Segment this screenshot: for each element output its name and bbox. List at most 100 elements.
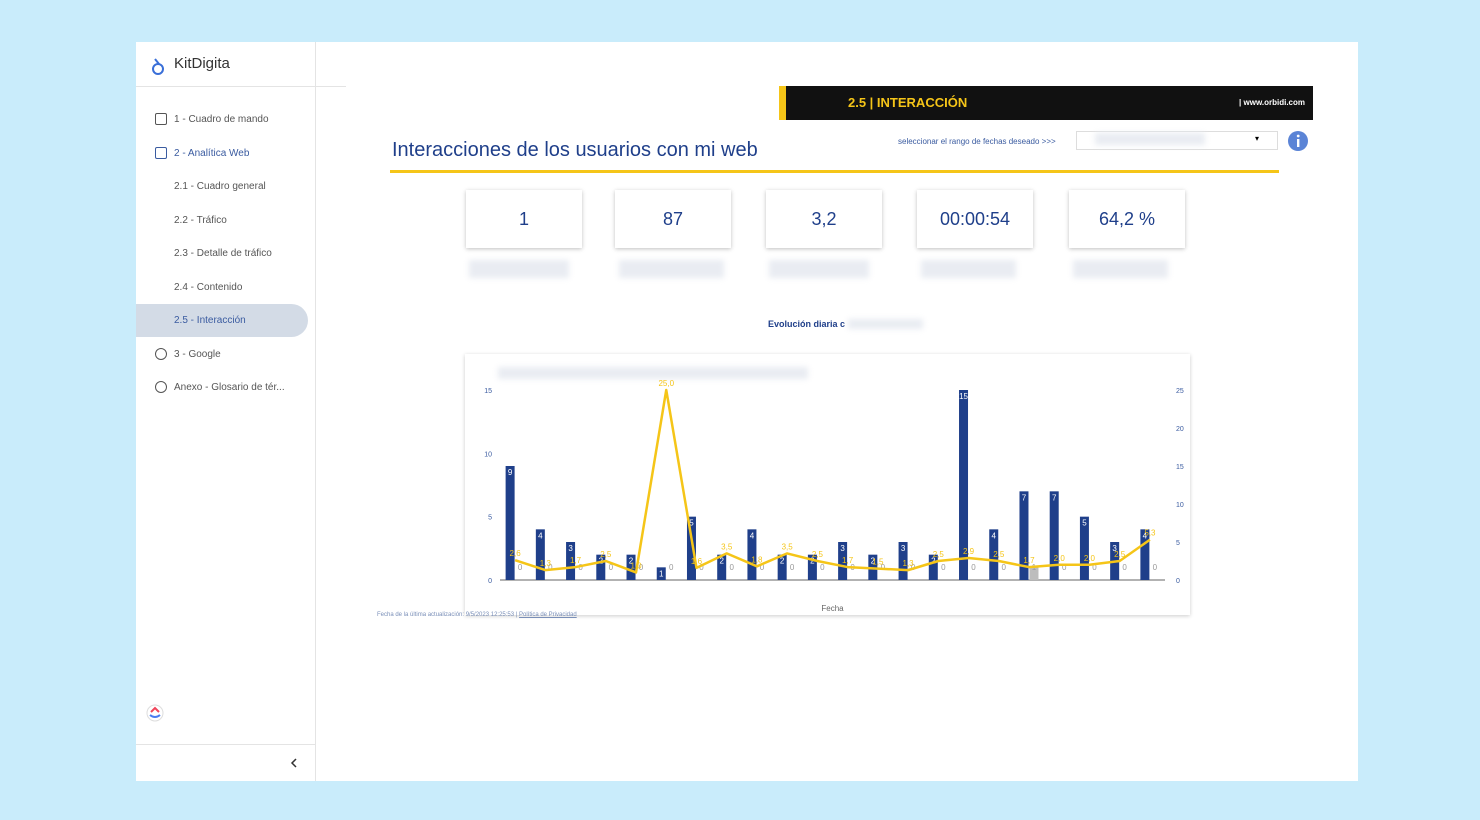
icon (155, 113, 167, 125)
kpi-value: 1 (518, 209, 529, 229)
nav-item[interactable]: 2.1 - Cuadro general (136, 170, 308, 203)
nav-label: 3 - Google (174, 349, 221, 360)
line-value-label: 1,5 (872, 558, 884, 567)
info-button[interactable] (1287, 130, 1309, 152)
bar-value-label: 2 (871, 557, 876, 566)
line-value-label: 2,0 (1054, 554, 1066, 563)
bar-value-label: 0 (1153, 563, 1158, 572)
bar-value-label: 5 (1082, 519, 1087, 528)
bar-value-label: 2 (629, 557, 634, 566)
bar (1079, 516, 1089, 580)
app-icon[interactable] (146, 704, 164, 722)
bar-value-label: 0 (669, 563, 674, 572)
bar (535, 529, 545, 580)
logo (152, 58, 164, 75)
line-value-label: 2,5 (600, 550, 612, 559)
nav-label: 2 - Analítica Web (174, 148, 250, 159)
y2-tick-label: 25 (1176, 388, 1184, 395)
kpi-card: 87 (615, 190, 731, 248)
nav-item[interactable]: Anexo - Glosario de tér... (136, 371, 308, 404)
bar-value-label: 2 (719, 557, 724, 566)
bar (807, 554, 817, 580)
chart-title: Evolución diaria c (768, 319, 846, 329)
divider (136, 744, 315, 745)
bar-value-label: 0 (790, 563, 795, 572)
icon (155, 147, 167, 159)
bar (838, 542, 848, 580)
kpi-card: 00:00:54 (917, 190, 1033, 248)
app-window: KitDigita 1 - Cuadro de mando 2 - Analít… (136, 42, 1358, 781)
blurred-title (848, 319, 923, 329)
line-value-label: 2,9 (963, 547, 975, 556)
kpi-value: 64,2 % (1098, 209, 1156, 229)
line-value-label: 3,5 (782, 542, 794, 551)
banner: 2.5 | INTERACCIÓN | www.orbidi.com (779, 86, 1313, 120)
bar (1029, 567, 1039, 580)
bar-value-label: 0 (1062, 563, 1067, 572)
bar (777, 554, 787, 580)
y2-tick-label: 5 (1176, 540, 1180, 547)
footer: Fecha de la última actualización: 9/5/20… (377, 612, 577, 618)
kpi-card: 3,2 (766, 190, 882, 248)
bar-value-label: 15 (959, 392, 968, 401)
bar (717, 554, 727, 580)
bar (626, 554, 636, 580)
bar-value-label: 0 (699, 563, 704, 572)
bar (959, 390, 969, 580)
bar-value-label: 0 (881, 563, 886, 572)
x-axis-title: Fecha (821, 604, 844, 613)
page-title: Interacciones de los usuarios con mi web (392, 139, 758, 161)
collapse-button[interactable] (288, 756, 300, 770)
bar-value-label: 4 (538, 531, 543, 540)
line-value-label: 1,3 (540, 559, 552, 568)
blurred-caption (619, 260, 724, 278)
bar-value-label: 0 (820, 563, 825, 572)
bar-value-label: 0 (1092, 563, 1097, 572)
blurred-legend (498, 367, 808, 379)
banner-title: 2.5 | INTERACCIÓN (848, 95, 968, 110)
line-value-label: 5,3 (1144, 529, 1156, 538)
line-value-label: 2,5 (933, 550, 945, 559)
line-value-label: 1,7 (842, 556, 854, 565)
kpi-card: 1 (466, 190, 582, 248)
nav-label: 1 - Cuadro de mando (174, 114, 269, 125)
icon (155, 381, 167, 393)
nav-item[interactable]: 2.4 - Contenido (136, 271, 308, 304)
divider (136, 86, 346, 87)
y-tick-label: 15 (484, 388, 492, 395)
nav-item[interactable]: 2.3 - Detalle de tráfico (136, 237, 308, 270)
nav-label: 2.5 - Interacción (174, 315, 246, 326)
nav-item[interactable]: 1 - Cuadro de mando (136, 103, 308, 136)
line-value-label: 1,3 (903, 559, 915, 568)
nav-item[interactable]: 2.2 - Tráfico (136, 204, 308, 237)
nav-item[interactable]: 2 - Analítica Web (136, 137, 308, 170)
blurred-caption (769, 260, 869, 278)
bar (566, 542, 576, 580)
bar-value-label: 4 (750, 531, 755, 540)
bar-value-label: 3 (1112, 544, 1117, 553)
bar-value-label: 0 (518, 563, 523, 572)
line-value-label: 2,5 (993, 550, 1005, 559)
privacy-link[interactable]: Política de Privacidad (519, 612, 577, 618)
bar (686, 516, 696, 580)
nav-label: 2.4 - Contenido (174, 282, 243, 293)
bar-value-label: 0 (760, 563, 765, 572)
line-value-label: 2,5 (1114, 550, 1126, 559)
y2-tick-label: 10 (1176, 502, 1184, 509)
bar-value-label: 2 (780, 557, 785, 566)
bar-value-label: 0 (1122, 563, 1127, 572)
kpi-value: 00:00:54 (939, 209, 1011, 229)
bar-value-label: 3 (568, 544, 573, 553)
bar (928, 554, 938, 580)
bar-value-label: 1 (659, 569, 664, 578)
date-range-select[interactable]: ▾ (1076, 131, 1278, 150)
y-tick-label: 5 (488, 515, 492, 522)
nav-item[interactable]: 2.5 - Interacción (136, 304, 308, 337)
bar-value-label: 3 (901, 544, 906, 553)
bar-value-label: 0 (729, 563, 734, 572)
bar-value-label: 0 (639, 563, 644, 572)
nav-item[interactable]: 3 - Google (136, 338, 308, 371)
bar (596, 554, 606, 580)
line-value-label: 1,8 (751, 555, 763, 564)
